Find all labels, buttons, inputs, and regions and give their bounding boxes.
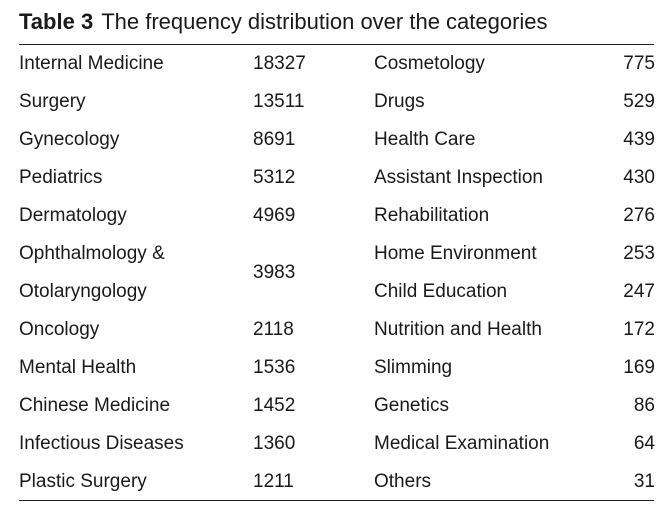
category-count: 247 [623,281,655,302]
category-name: Home Environment [374,243,537,264]
category-name: Oncology [19,319,100,340]
category-name: Cosmetology [374,53,485,74]
category-name: Chinese Medicine [19,395,171,416]
category-name: Slimming [374,357,453,378]
category-count: 31 [633,471,655,492]
category-count: 430 [623,167,655,188]
category-name: Internal Medicine [19,53,164,74]
category-count: 1536 [253,357,296,378]
category-name: Assistant Inspection [374,167,543,188]
category-name: Medical Examination [374,433,550,454]
category-count: 5312 [253,167,296,188]
category-name: Rehabilitation [374,205,490,226]
category-name: Surgery [19,91,86,112]
category-name: Genetics [374,395,449,416]
category-count: 253 [623,243,655,264]
category-count: 276 [623,205,655,226]
bottom-rule [19,500,654,501]
category-name: Ophthalmology & [19,243,165,264]
category-name-continued: Otolaryngology [19,281,147,302]
category-name: Infectious Diseases [19,433,184,454]
category-count: 8691 [253,129,296,150]
category-count: 1211 [253,471,294,492]
table-title: The frequency distribution over the cate… [101,9,548,34]
category-name: Pediatrics [19,167,103,188]
category-count: 1360 [253,433,296,454]
category-name: Child Education [374,281,508,302]
category-name: Nutrition and Health [374,319,542,340]
category-name: Mental Health [19,357,137,378]
category-count: 775 [623,53,655,74]
category-count: 439 [623,129,655,150]
category-name: Drugs [374,91,425,112]
category-name: Others [374,471,432,492]
category-count: 172 [623,319,655,340]
category-count: 13511 [253,91,305,112]
category-count: 2118 [253,319,294,340]
category-name: Gynecology [19,129,120,150]
category-count: 64 [633,433,655,454]
category-name: Health Care [374,129,476,150]
category-count: 86 [633,395,655,416]
category-name: Plastic Surgery [19,471,147,492]
category-count: 1452 [253,395,296,416]
category-count: 529 [623,91,655,112]
table-label: Table 3 [19,9,94,34]
category-count: 169 [623,357,655,378]
category-count: 4969 [253,205,296,226]
category-count: 18327 [253,53,306,74]
top-rule [19,44,654,45]
category-count: 3983 [253,262,296,283]
table-caption: Table 3 The frequency distribution over t… [19,9,548,35]
category-name: Dermatology [19,205,127,226]
